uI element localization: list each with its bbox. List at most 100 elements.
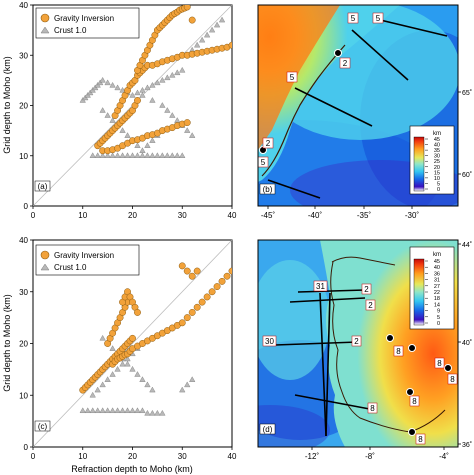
crust-point <box>139 152 146 158</box>
crust-point <box>203 31 211 38</box>
crust-point <box>164 74 171 81</box>
legend-box <box>35 244 140 276</box>
crust-point <box>104 407 111 413</box>
profile-label: 5 <box>261 158 266 167</box>
crust-point <box>94 407 101 413</box>
crust-point <box>174 69 181 76</box>
panel-a: 0 10 20 30 40 0 10 20 30 40 Grid depth to Moho (k… <box>2 1 237 220</box>
profile-labels: 31 30 2 2 2 8 8 8 8 8 8 <box>262 280 458 445</box>
panel-d-map: 31 30 2 2 2 8 8 8 8 8 8 km 4540363127221… <box>257 239 472 461</box>
crust-point <box>213 21 221 28</box>
crust-point <box>149 137 156 143</box>
crust-point <box>119 360 126 367</box>
y-axis-label: Grid depth to Moho (km) <box>2 56 12 154</box>
x-tick-label: 30 <box>178 452 187 461</box>
crust-point <box>114 84 121 91</box>
colorbar-tick-label: 30 <box>434 154 440 160</box>
crust-point <box>109 81 116 88</box>
panel-label-box <box>259 183 276 195</box>
crust-point <box>134 407 141 413</box>
panel-label: (a) <box>38 182 48 191</box>
crust-point <box>104 79 111 86</box>
gravity-inversion-point <box>183 5 191 11</box>
profile-label: 2 <box>368 301 373 310</box>
profile-label: 8 <box>370 404 375 413</box>
panel-label-box <box>34 180 51 192</box>
x-tick-label: 30 <box>178 211 187 220</box>
legend-gravity-label: Gravity Inversion <box>54 251 114 260</box>
gravity-inversion-point <box>218 277 226 285</box>
crust-point <box>184 381 191 388</box>
x-tick-label: -30˚ <box>405 211 420 220</box>
crust-point <box>84 407 91 413</box>
profile-label: 5 <box>376 14 381 23</box>
panel-label: (c) <box>38 422 48 431</box>
crust-point <box>99 152 106 158</box>
gravity-inversion-point <box>134 309 141 316</box>
crust-point <box>218 16 226 23</box>
crust-point <box>119 127 126 133</box>
colorbar-tick-label: 14 <box>434 302 440 308</box>
map-axis-ticks: -12˚ -8˚ -4˚ 44˚ 40˚ 36˚ <box>305 241 472 461</box>
colorbar-tick-label: 10 <box>434 176 440 182</box>
y-tick-label: 10 <box>19 391 28 400</box>
profile-label: 8 <box>396 347 401 356</box>
x-tick-label: 20 <box>128 211 137 220</box>
crust-point <box>94 152 101 158</box>
colorbar-tick-label: 45 <box>434 259 440 265</box>
crust-point <box>144 152 151 158</box>
y-tick-label: 65˚ <box>462 89 472 97</box>
colorbar-tick-label: 0 <box>437 187 440 193</box>
profile-label: 8 <box>450 375 455 384</box>
moho-field <box>258 5 458 206</box>
crust-point <box>149 409 156 416</box>
colorbar-gradient <box>413 258 425 326</box>
colorbar-tick-label: 25 <box>434 159 440 165</box>
legend: Gravity Inversion Crust 1.0 <box>35 7 140 39</box>
crust-point <box>179 66 186 73</box>
crust-point <box>129 92 136 98</box>
legend-crust-label: Crust 1.0 <box>54 263 87 272</box>
profile-label: 5 <box>351 14 356 23</box>
station-marker <box>334 49 342 57</box>
panel-label-box <box>34 420 51 432</box>
y-tick-label: 10 <box>19 152 28 161</box>
crust-point <box>129 407 136 413</box>
y-tick-label: 20 <box>19 102 28 111</box>
crust-point <box>149 386 156 393</box>
crust-point <box>144 84 151 91</box>
crust-point <box>199 36 206 43</box>
y-axis-label: Grid depth to Moho (km) <box>2 294 12 392</box>
crust-point <box>189 132 196 138</box>
panel-label: (d) <box>263 425 273 434</box>
y-tick-label: 40 <box>19 1 28 10</box>
crust-point <box>169 152 176 158</box>
crust-point <box>109 117 116 123</box>
y-tick-label: 40 <box>19 236 28 245</box>
crust-point <box>114 152 121 158</box>
y-tick-label: 20 <box>19 340 28 349</box>
map-frame <box>257 4 459 207</box>
gravity-inversion-point <box>188 272 196 280</box>
legend: Gravity Inversion Crust 1.0 <box>35 244 140 276</box>
x-tick-label: -45˚ <box>261 211 276 220</box>
profile-label: 2 <box>364 285 369 294</box>
crust-point <box>129 365 136 372</box>
crust-point <box>154 79 161 86</box>
gravity-inversion-point <box>208 288 216 296</box>
crust-point <box>124 152 131 158</box>
gravity-inversion-point <box>188 309 196 316</box>
crust-point <box>99 407 106 413</box>
one-to-one-line <box>32 239 233 448</box>
gravity-inversion-point <box>178 262 186 270</box>
map-frame <box>257 239 459 448</box>
crust-point <box>99 107 106 113</box>
refraction-profiles <box>267 19 448 199</box>
crust-point <box>194 41 201 48</box>
crust-point <box>189 376 196 382</box>
x-tick-label: 20 <box>128 452 137 461</box>
